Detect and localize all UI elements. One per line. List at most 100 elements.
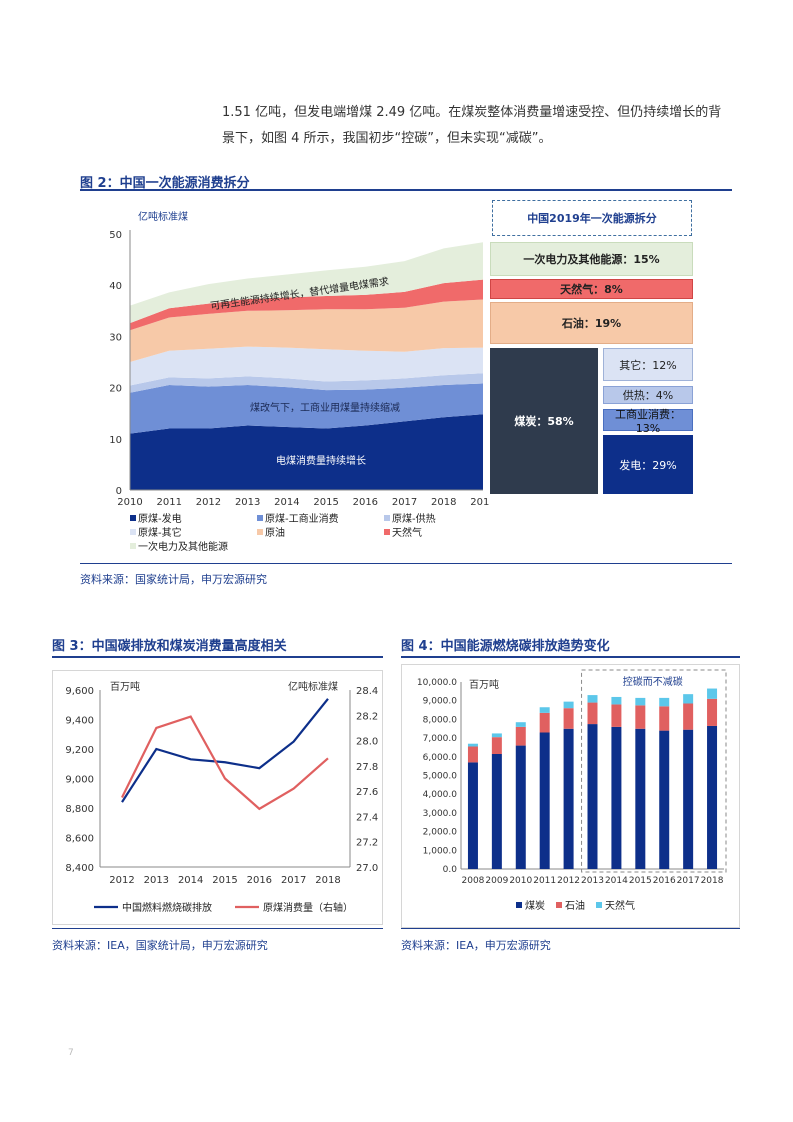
fig3-left-tick: 9,200 [65, 745, 94, 756]
fig4-bar-1 [659, 706, 670, 731]
fig3-legend-label: 中国燃料燃烧碳排放 [122, 901, 212, 914]
fig4-bar-2 [467, 743, 478, 747]
fig2-ytick-label: 50 [109, 230, 122, 241]
panel-title: 中国2019年一次能源拆分 [492, 200, 692, 236]
fig4-xtick-label: 2017 [677, 876, 700, 886]
fig2-legend-label: 一次电力及其他能源 [138, 540, 228, 553]
fig2-title: 图 2：中国一次能源消费拆分 [80, 176, 250, 191]
fig3-right-tick: 27.6 [356, 787, 378, 798]
fig3-left-tick: 8,400 [65, 863, 94, 874]
fig4-legend-label: 煤炭 [525, 899, 545, 912]
fig4-bar-2 [491, 733, 502, 738]
fig4-xtick-label: 2009 [485, 876, 508, 886]
fig2-legend-swatch [257, 515, 263, 521]
fig2-legend-swatch [384, 529, 390, 535]
fig2-legend-swatch [130, 515, 136, 521]
fig3-right-tick: 28.2 [356, 711, 378, 722]
fig4-ytick-label: 2,000.0 [423, 828, 458, 838]
fig3-xtick-label: 2018 [315, 875, 340, 886]
fig4-xtick-label: 2015 [629, 876, 652, 886]
panel-coal-other: 其它：12% [603, 348, 693, 381]
fig4-bar-1 [587, 702, 598, 725]
fig4-bar-1 [707, 698, 718, 726]
fig3-left-tick: 9,600 [65, 686, 94, 697]
fig4-ytick-label: 3,000.0 [423, 809, 458, 819]
fig2-legend-label: 原煤-发电 [138, 512, 182, 525]
fig4-unit: 百万吨 [469, 678, 499, 691]
fig4-bar-0 [707, 725, 718, 869]
fig2-ytick-label: 10 [109, 435, 122, 446]
fig4-annotation-box [581, 669, 727, 873]
fig2-legend-swatch [130, 543, 136, 549]
fig2-ytick-label: 40 [109, 281, 122, 292]
area-series-5 [130, 279, 483, 331]
fig2-legend-label: 原煤-工商业消费 [265, 512, 339, 525]
fig3-xtick-label: 2016 [247, 875, 272, 886]
panel-heat: 供热：4% [603, 386, 693, 404]
fig2-annotation-industry: 煤改气下，工商业用煤量持续缩减 [250, 401, 400, 414]
fig4-ytick-label: 9,000.0 [423, 697, 458, 707]
fig4-bar-1 [539, 712, 550, 733]
fig4-bar-1 [683, 703, 694, 730]
fig3-right-unit: 亿吨标准煤 [288, 680, 338, 693]
fig2-y-unit: 亿吨标准煤 [138, 210, 188, 223]
fig3-line-chart: 8,400 8,600 8,800 9,000 9,200 9,400 9,600 27.0 2… [52, 670, 383, 925]
fig4-bar-2 [707, 688, 718, 699]
fig4-bar-2 [587, 695, 598, 703]
fig4-bar-2 [683, 694, 694, 704]
fig2-xtick-label: 2019 [470, 497, 490, 508]
fig4-legend-label: 石油 [565, 899, 585, 912]
fig4-bar-2 [539, 707, 550, 713]
fig4-xtick-label: 2018 [701, 876, 724, 886]
fig4-bar-1 [563, 708, 574, 729]
fig2-xtick-label: 2017 [392, 497, 417, 508]
body-paragraph: 1.51 亿吨，但发电端增煤 2.49 亿吨。在煤炭整体消费量增速受控、但仍持续… [222, 100, 742, 152]
area-series-0 [130, 414, 483, 490]
fig4-legend-swatch [516, 902, 522, 908]
fig2-area-chart: 0 10 20 30 40 50 2010 2011 2012 2013 2014 2015 2016 2… [109, 210, 490, 553]
area-series-1 [130, 383, 483, 434]
fig4-bar-2 [659, 697, 670, 707]
fig3-left-unit: 百万吨 [110, 680, 140, 693]
fig4-bar-1 [611, 704, 622, 727]
page-number: 7 [68, 1048, 74, 1058]
fig4-bar-2 [635, 697, 646, 706]
fig4-bar-0 [587, 724, 598, 869]
fig4-xtick-label: 2014 [605, 876, 628, 886]
fig3-series-line-0 [121, 698, 329, 803]
fig2-ytick-label: 0 [116, 486, 122, 497]
fig2-legend-label: 原煤-其它 [138, 526, 182, 539]
fig3-right-tick: 27.0 [356, 863, 378, 874]
fig2-xtick-label: 2018 [431, 497, 456, 508]
fig4-xtick-label: 2008 [462, 876, 485, 886]
fig4-bar-0 [467, 762, 478, 869]
fig4-legend-swatch [556, 902, 562, 908]
fig4-bar-0 [683, 729, 694, 869]
fig4-ytick-label: 0.0 [443, 865, 458, 875]
fig3-xtick-label: 2014 [178, 875, 203, 886]
fig3-top-rule [52, 656, 383, 658]
fig4-xtick-label: 2010 [509, 876, 532, 886]
fig4-ytick-label: 4,000.0 [423, 790, 458, 800]
fig4-legend-label: 天然气 [605, 899, 635, 912]
area-series-3 [130, 346, 483, 386]
fig3-right-tick: 28.0 [356, 737, 378, 748]
fig3-left-tick: 9,000 [65, 775, 94, 786]
fig2-top-rule [80, 189, 732, 191]
fig3-bottom-rule [52, 928, 383, 929]
fig2-xtick-label: 2010 [117, 497, 142, 508]
fig3-right-tick: 27.4 [356, 812, 378, 823]
fig3-xtick-label: 2013 [144, 875, 169, 886]
fig2-legend-swatch [130, 529, 136, 535]
fig4-bar-2 [515, 722, 526, 727]
fig2-xtick-label: 2012 [196, 497, 221, 508]
fig2-legend-swatch [257, 529, 263, 535]
fig4-bar-0 [539, 732, 550, 869]
fig4-bar-0 [563, 728, 574, 869]
fig3-right-tick: 28.4 [356, 686, 378, 697]
fig2-breakdown-panel: 中国2019年一次能源拆分 一次电力及其他能源：15% 天然气：8% 石油：19… [490, 199, 694, 495]
fig2-legend-swatch [384, 515, 390, 521]
fig4-bar-0 [611, 726, 622, 869]
fig3-left-tick: 8,600 [65, 834, 94, 845]
fig2-source: 资料来源：国家统计局，申万宏源研究 [80, 573, 267, 586]
